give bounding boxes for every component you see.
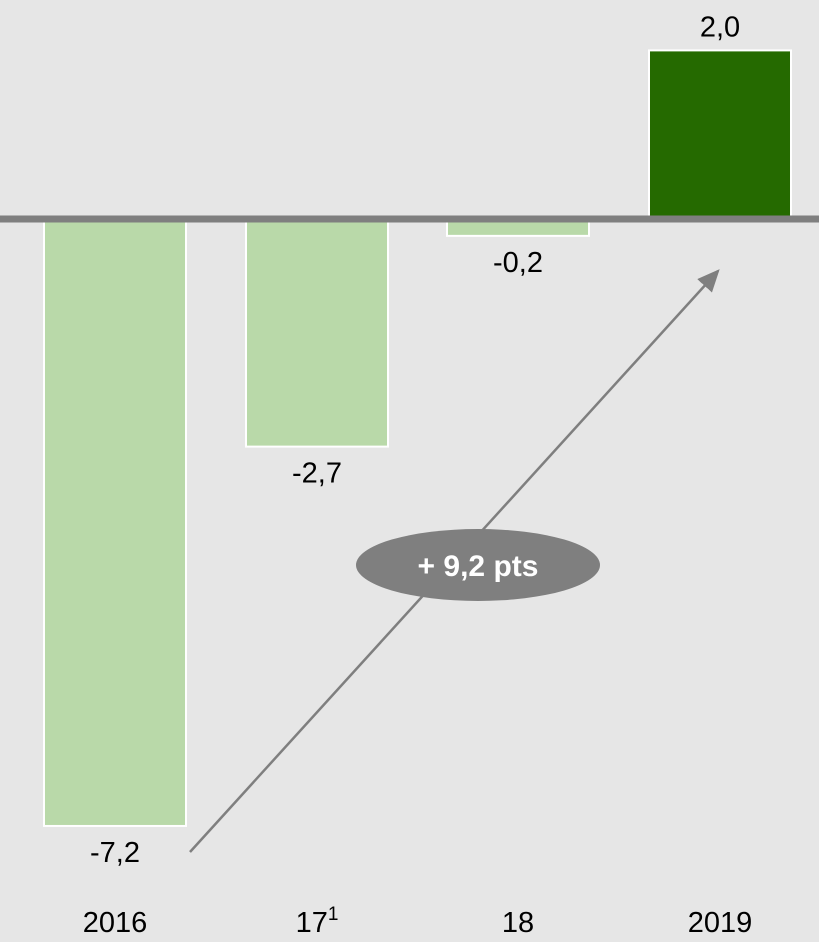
value-labels-group: -7,2 -2,7 -0,2 2,0: [90, 11, 740, 869]
value-label-2019: 2,0: [700, 11, 740, 43]
category-label-2019: 2019: [688, 907, 753, 939]
bars-group: [43, 49, 792, 827]
bar-2016: [43, 218, 187, 827]
value-label-17: -2,7: [292, 458, 342, 490]
category-labels-group: 2016 171 18 2019: [83, 904, 753, 939]
change-badge: + 9,2 pts: [356, 529, 600, 601]
value-label-18: -0,2: [493, 247, 543, 279]
change-badge-ellipse: [356, 529, 600, 601]
category-label-17: 171: [296, 904, 339, 939]
bar-2019: [648, 49, 792, 221]
bar-17: [245, 218, 389, 448]
value-label-2016: -7,2: [90, 837, 140, 869]
category-label-2016: 2016: [83, 907, 148, 939]
change-badge-text: + 9,2 pts: [418, 550, 539, 583]
category-superscript: 1: [328, 904, 339, 925]
category-label-18: 18: [502, 907, 534, 939]
